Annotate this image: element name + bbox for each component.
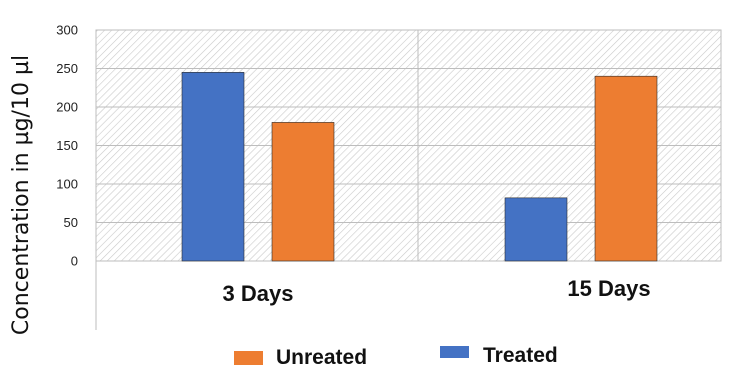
legend-swatch-treated xyxy=(440,346,469,358)
y-axis-label: Concentration in µg/10 µl xyxy=(9,55,34,335)
y-tick-labels: 0 50 100 150 200 250 300 xyxy=(56,23,78,269)
y-tick-label: 50 xyxy=(64,215,78,230)
y-tick-label: 0 xyxy=(71,254,78,269)
y-tick-label: 200 xyxy=(56,100,78,115)
y-tick-label: 150 xyxy=(56,138,78,153)
legend-label-unreated: Unreated xyxy=(276,346,367,368)
legend-label-treated: Treated xyxy=(483,344,558,367)
legend: Unreated Treated xyxy=(234,344,558,368)
bars xyxy=(181,72,658,262)
bar-unreated-3-days xyxy=(271,122,335,262)
y-tick-label: 300 xyxy=(56,23,78,38)
bar-treated-15-days xyxy=(504,197,568,262)
legend-swatch-unreated xyxy=(234,351,263,365)
y-tick-label: 250 xyxy=(56,61,78,76)
y-tick-label: 100 xyxy=(56,177,78,192)
bar-treated-3-days xyxy=(181,72,245,262)
category-label-0: 3 Days xyxy=(223,281,294,306)
category-label-1: 15 Days xyxy=(567,276,650,301)
bar-unreated-15-days xyxy=(594,75,658,262)
